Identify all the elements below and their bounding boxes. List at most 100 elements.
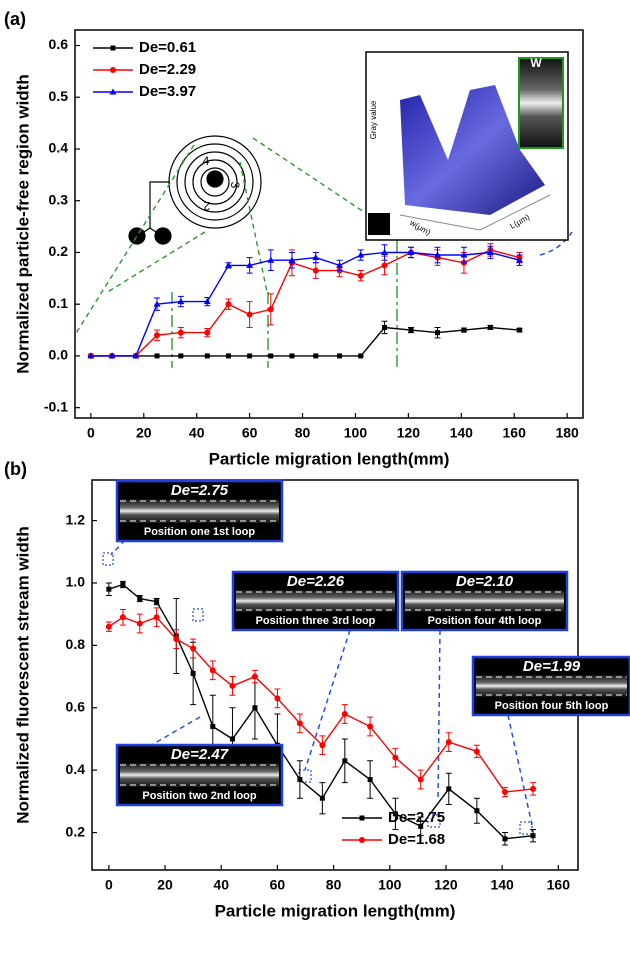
marker xyxy=(312,267,319,274)
y-tick-label: 0.2 xyxy=(49,243,69,259)
x-tick-label: 140 xyxy=(450,425,474,441)
series-line xyxy=(108,616,534,793)
inset-channel xyxy=(236,590,395,612)
series-line xyxy=(108,583,534,840)
marker xyxy=(357,272,364,279)
marker xyxy=(251,673,258,680)
x-axis-title: Particle migration length(mm) xyxy=(209,449,450,468)
legend-label: De=3.97 xyxy=(139,83,196,100)
inset-channel xyxy=(120,763,279,787)
arrows xyxy=(110,539,533,826)
marker xyxy=(106,586,112,592)
x-tick-label: 60 xyxy=(242,425,258,441)
marker xyxy=(446,786,452,792)
marker xyxy=(154,599,160,605)
marker xyxy=(359,815,365,821)
inset-3d xyxy=(365,51,569,241)
marker xyxy=(381,262,388,269)
marker xyxy=(177,329,184,336)
y-tick-label: 0.6 xyxy=(66,698,86,714)
marker xyxy=(487,324,493,330)
marker xyxy=(516,256,523,263)
marker xyxy=(417,776,424,783)
x-tick-label: 100 xyxy=(378,877,402,893)
marker xyxy=(224,261,232,268)
marker xyxy=(296,720,303,727)
marker xyxy=(105,623,112,630)
spiral-label: 2 xyxy=(203,199,210,213)
spiral-diagram xyxy=(128,135,262,245)
marker xyxy=(382,324,388,330)
highlight-boxes xyxy=(102,552,533,835)
marker xyxy=(357,251,365,258)
inset-label: Gray value xyxy=(369,100,378,139)
x-tick-label: 60 xyxy=(270,877,286,893)
marker xyxy=(108,352,116,359)
marker xyxy=(173,636,180,643)
y-tick-label: -0.1 xyxy=(44,398,68,414)
legend-label: De=2.29 xyxy=(139,61,196,78)
marker xyxy=(358,353,364,359)
marker xyxy=(342,758,348,764)
marker xyxy=(87,352,95,359)
y-tick-label: 0.0 xyxy=(49,347,69,363)
marker xyxy=(274,695,281,702)
inset-dash xyxy=(120,764,279,786)
marker xyxy=(268,353,274,359)
marker xyxy=(341,711,348,717)
marker xyxy=(288,256,296,263)
marker xyxy=(190,670,196,676)
marker xyxy=(501,789,508,795)
inset-dash xyxy=(476,676,627,696)
marker xyxy=(209,667,216,674)
inset-de: De=2.10 xyxy=(456,573,514,590)
marker xyxy=(153,300,161,307)
inset-label: W xyxy=(530,56,542,70)
marker xyxy=(408,327,414,333)
inset-channel xyxy=(476,675,627,697)
marker xyxy=(474,808,480,814)
inset-dash xyxy=(236,591,395,611)
marker xyxy=(517,327,522,333)
marker xyxy=(407,248,415,255)
plot-frame xyxy=(74,29,584,419)
marker xyxy=(246,311,253,318)
inset-channel xyxy=(405,590,564,612)
inset-de: De=2.47 xyxy=(171,746,229,763)
marker xyxy=(460,251,468,258)
x-axis-title: Particle migration length(mm) xyxy=(215,901,456,920)
marker xyxy=(336,261,344,268)
inset-channel xyxy=(120,499,279,523)
inset-caption: Position four 5th loop xyxy=(495,700,609,712)
inset-caption: Position two 2nd loop xyxy=(142,790,257,802)
marker xyxy=(229,682,236,689)
marker xyxy=(433,251,441,258)
inset-de: De=1.99 xyxy=(523,658,581,675)
panel-label: (b) xyxy=(4,459,27,479)
x-tick-label: 140 xyxy=(490,877,514,893)
marker xyxy=(225,301,232,308)
y-axis-title: Normalized fluorescent stream width xyxy=(13,526,32,824)
marker xyxy=(530,785,537,792)
marker xyxy=(110,67,116,73)
marker xyxy=(190,645,197,652)
spiral-label: 3 xyxy=(228,182,242,189)
series-line xyxy=(90,326,520,357)
guide-lines xyxy=(74,137,407,368)
inset-de: De=2.26 xyxy=(287,573,345,590)
x-tick-label: 100 xyxy=(344,425,368,441)
marker xyxy=(204,329,211,336)
inset-caption: Position three 3rd loop xyxy=(256,615,376,627)
marker xyxy=(445,739,452,746)
marker xyxy=(337,353,343,359)
marker xyxy=(392,754,399,761)
marker xyxy=(461,327,467,333)
marker xyxy=(210,723,216,729)
marker xyxy=(246,261,254,268)
y-tick-label: 1.2 xyxy=(66,511,86,527)
marker xyxy=(153,614,160,621)
marker xyxy=(473,748,480,755)
inset-caption: Position one 1st loop xyxy=(144,526,256,538)
x-tick-label: 40 xyxy=(189,425,205,441)
